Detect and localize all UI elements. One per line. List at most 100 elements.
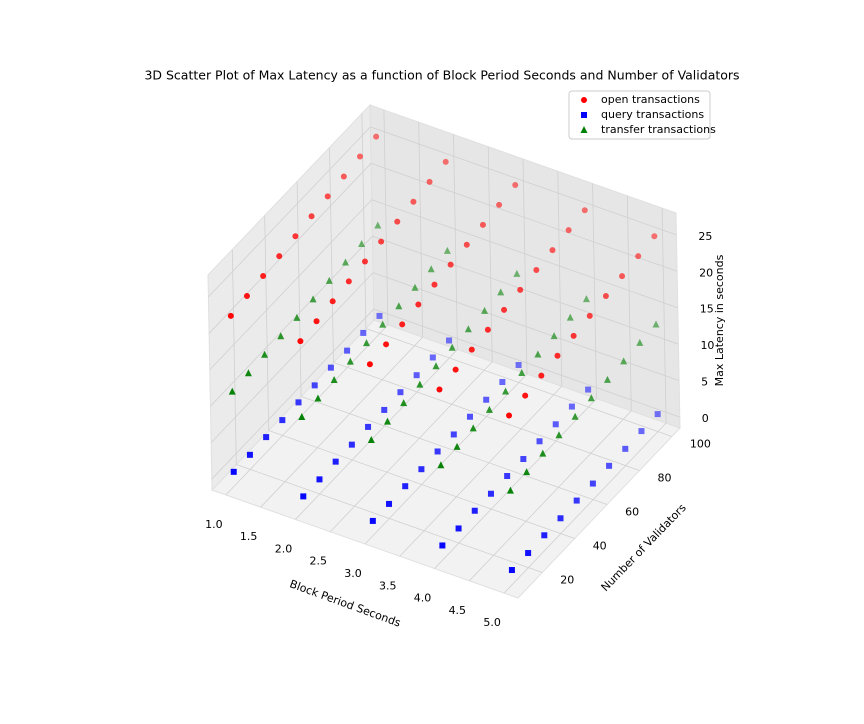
point <box>619 273 626 280</box>
grid-line <box>268 430 575 539</box>
point <box>346 357 354 365</box>
point <box>536 438 543 445</box>
point <box>365 423 372 430</box>
legend-label: open transactions <box>601 93 700 106</box>
grid-line <box>260 336 423 508</box>
point <box>416 380 424 388</box>
grid-line <box>453 134 458 350</box>
legend: open transactions query transactions trans… <box>568 90 716 140</box>
point <box>378 238 385 245</box>
x-tick-label: 2.5 <box>309 555 327 568</box>
point <box>361 258 368 265</box>
x-tick-label: 3.5 <box>379 579 397 592</box>
point <box>436 386 443 393</box>
z-tick-label: 0 <box>702 412 709 425</box>
legend-box <box>568 90 711 140</box>
point <box>324 193 331 200</box>
grid-line <box>434 398 597 569</box>
point <box>652 320 660 328</box>
point <box>383 417 391 425</box>
point <box>568 403 575 410</box>
point <box>471 507 478 514</box>
grid-line <box>329 361 493 533</box>
point <box>587 394 595 402</box>
grid-line <box>626 195 632 411</box>
point <box>635 253 642 260</box>
point <box>450 431 457 438</box>
y-tick-label: 100 <box>690 438 711 451</box>
points <box>227 133 661 574</box>
point <box>636 338 644 346</box>
point <box>399 321 406 328</box>
grid-line <box>364 373 528 545</box>
point <box>313 318 320 325</box>
point <box>466 413 473 420</box>
point <box>557 515 564 522</box>
point <box>443 246 451 254</box>
point <box>508 567 515 574</box>
grid-line <box>399 385 563 557</box>
grid-line <box>361 113 367 329</box>
grid-line <box>333 362 640 471</box>
point <box>522 392 529 399</box>
point <box>367 436 375 444</box>
grid-line <box>296 181 302 397</box>
point <box>481 306 489 314</box>
point <box>386 500 393 507</box>
point <box>638 428 645 435</box>
point <box>496 201 503 208</box>
x-tick-label: 4.0 <box>414 592 432 605</box>
point <box>464 325 472 333</box>
point <box>520 456 527 463</box>
point <box>373 133 380 140</box>
point <box>243 292 250 299</box>
point <box>261 350 269 358</box>
grid-line <box>371 199 678 309</box>
point <box>295 399 302 406</box>
point <box>437 461 445 469</box>
grid-line <box>557 171 563 387</box>
point <box>512 181 519 188</box>
point <box>502 387 510 395</box>
grid-line <box>209 199 373 371</box>
point <box>468 346 475 353</box>
x-tick-label: 5.0 <box>483 616 501 629</box>
z-tick-label: 15 <box>700 303 714 316</box>
point <box>439 542 446 549</box>
point <box>446 337 453 344</box>
grid-line <box>370 126 677 236</box>
point <box>329 298 336 305</box>
z-tick-label: 25 <box>698 230 712 243</box>
point <box>565 227 572 234</box>
point <box>366 361 373 368</box>
grid-line <box>236 464 543 573</box>
point <box>246 451 253 458</box>
point <box>426 178 433 185</box>
point <box>418 466 425 473</box>
grid-line <box>372 272 680 382</box>
point <box>400 399 408 407</box>
point <box>362 339 370 347</box>
grid-line <box>365 328 673 437</box>
point <box>541 532 548 539</box>
point <box>581 207 588 214</box>
point <box>228 387 236 395</box>
grid-line <box>231 249 237 465</box>
point <box>314 394 322 402</box>
grid-line <box>503 422 667 594</box>
point <box>293 313 301 321</box>
point <box>402 483 409 490</box>
point <box>497 288 505 296</box>
point <box>344 347 351 354</box>
point <box>432 362 440 370</box>
point <box>411 283 419 291</box>
grid-line <box>661 208 667 424</box>
point <box>297 338 304 345</box>
point <box>501 306 508 313</box>
point <box>410 198 417 205</box>
point <box>397 389 404 396</box>
point <box>316 476 323 483</box>
point <box>589 480 596 487</box>
point <box>415 301 422 308</box>
